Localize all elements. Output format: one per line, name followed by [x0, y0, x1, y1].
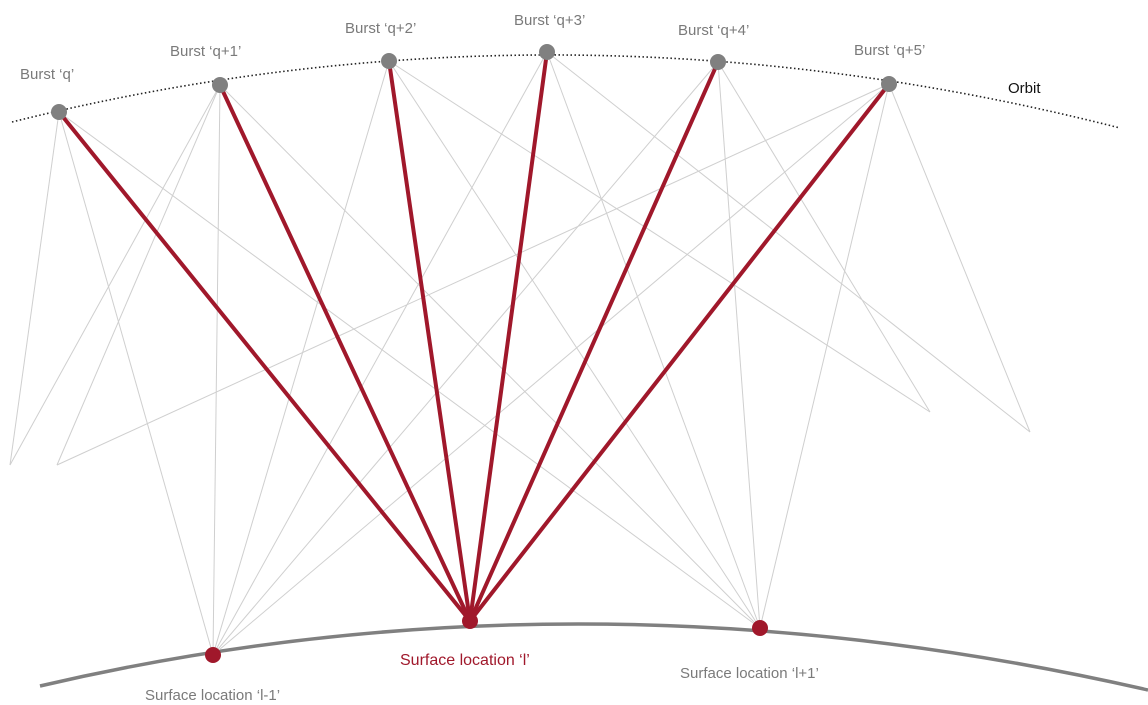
burst-label-q3: Burst ‘q+3’	[514, 12, 585, 29]
beam-q5	[468, 82, 891, 623]
burst-point-q5	[881, 76, 897, 92]
burst-point-q3	[539, 44, 555, 60]
burst-label-q1: Burst ‘q+1’	[170, 43, 241, 60]
burst-label-q4: Burst ‘q+4’	[678, 22, 749, 39]
burst-label-q2: Burst ‘q+2’	[345, 20, 416, 37]
beam-q2	[387, 59, 472, 623]
orbit-curve	[11, 54, 1121, 129]
surface-label-l: Surface location ‘l’	[400, 652, 530, 669]
burst-label-q: Burst ‘q’	[20, 66, 74, 83]
surface-point-l	[462, 613, 478, 629]
surface-point-l1	[752, 620, 768, 636]
burst-point-q	[51, 104, 67, 120]
faint-beam-lines	[9, 51, 1031, 656]
surface-label-l1: Surface location ‘l+1’	[680, 665, 819, 682]
burst-label-q5: Burst ‘q+5’	[854, 42, 925, 59]
surface-points	[205, 613, 768, 663]
burst-point-q4	[710, 54, 726, 70]
burst-point-q1	[212, 77, 228, 93]
highlighted-beams	[57, 50, 891, 623]
surface-label-l-1: Surface location ‘l-1’	[145, 687, 280, 704]
surface-curve	[39, 622, 1148, 692]
burst-points	[51, 44, 897, 120]
surface-point-l-1	[205, 647, 221, 663]
beam-q4	[468, 60, 720, 623]
beam-q1	[218, 83, 472, 623]
beam-q	[57, 110, 472, 623]
burst-point-q2	[381, 53, 397, 69]
beam-q3	[468, 50, 549, 623]
orbit-label: Orbit	[1008, 80, 1041, 97]
